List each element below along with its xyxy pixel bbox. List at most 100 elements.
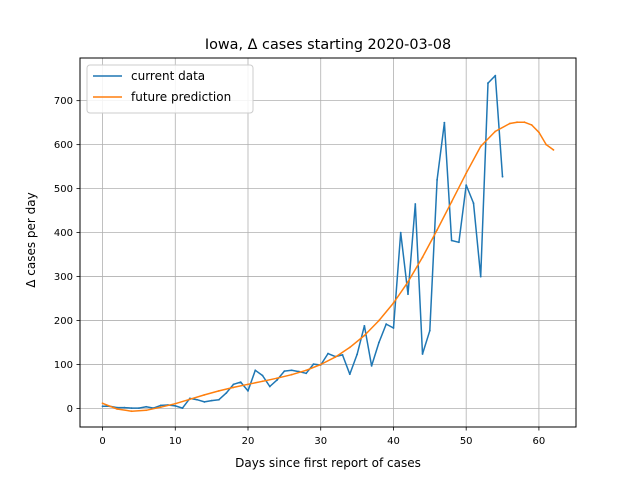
data-point xyxy=(436,229,438,231)
data-point xyxy=(203,393,206,396)
y-tick-label: 500 xyxy=(54,184,73,195)
x-tick-label: 20 xyxy=(242,436,255,447)
legend-label-0: current data xyxy=(131,69,205,83)
y-axis-label: Δ cases per day xyxy=(24,192,38,288)
x-tick-label: 10 xyxy=(169,436,182,447)
data-point xyxy=(523,121,526,124)
data-point xyxy=(385,323,388,325)
data-point xyxy=(254,369,257,372)
data-point xyxy=(407,280,409,283)
data-point xyxy=(145,409,148,412)
x-tick-label: 0 xyxy=(99,436,105,447)
y-tick-label: 200 xyxy=(54,316,73,327)
data-point xyxy=(341,353,344,356)
x-tick-label: 60 xyxy=(533,436,546,447)
data-point xyxy=(407,293,409,296)
legend: current data future prediction xyxy=(86,64,254,114)
data-point xyxy=(261,374,264,377)
data-point xyxy=(348,346,351,349)
data-point xyxy=(421,353,424,355)
data-point xyxy=(450,200,453,203)
data-point xyxy=(494,74,497,77)
data-point xyxy=(138,407,140,409)
data-point xyxy=(479,275,482,278)
data-point xyxy=(334,356,337,358)
data-point xyxy=(501,175,504,178)
data-point xyxy=(196,398,198,401)
axes-frame xyxy=(79,57,577,428)
data-point xyxy=(116,408,118,410)
grid-lines xyxy=(80,58,576,427)
data-point xyxy=(268,385,271,388)
x-tick-label: 50 xyxy=(460,436,473,447)
data-point xyxy=(421,256,424,259)
legend-label-1: future prediction xyxy=(131,90,231,104)
data-point xyxy=(159,406,162,409)
x-tick-label: 40 xyxy=(387,436,400,447)
plot-area xyxy=(101,74,555,413)
data-point xyxy=(450,239,453,242)
data-point xyxy=(327,352,329,355)
data-point xyxy=(130,407,133,409)
data-point xyxy=(232,386,235,389)
data-point xyxy=(363,334,366,337)
data-point xyxy=(472,202,475,205)
data-point xyxy=(130,410,133,413)
data-point xyxy=(305,372,308,375)
data-point xyxy=(348,373,351,376)
y-tick-label: 600 xyxy=(54,140,73,151)
data-point xyxy=(247,383,249,386)
data-point xyxy=(370,364,373,367)
data-point xyxy=(428,329,431,332)
data-point xyxy=(123,406,126,409)
data-point xyxy=(552,149,555,151)
y-axis: 0 100 200 300 400 500 600 700 xyxy=(54,96,80,415)
data-point xyxy=(290,369,293,372)
chart-title: Iowa, Δ cases starting 2020-03-08 xyxy=(205,37,451,53)
data-point xyxy=(188,398,191,401)
data-point xyxy=(174,404,177,407)
data-point xyxy=(545,143,548,146)
data-point xyxy=(312,363,315,366)
data-point xyxy=(101,405,104,408)
y-tick-label: 700 xyxy=(54,96,73,107)
data-point xyxy=(218,390,220,392)
data-point xyxy=(516,121,518,124)
data-point xyxy=(276,379,278,381)
data-point xyxy=(319,363,322,366)
data-point xyxy=(145,405,148,408)
legend-box xyxy=(86,64,254,114)
data-point xyxy=(363,324,366,327)
data-point xyxy=(443,121,446,124)
data-point xyxy=(356,353,358,356)
data-point xyxy=(538,131,540,134)
y-tick-label: 100 xyxy=(54,360,73,371)
y-tick-label: 0 xyxy=(67,404,73,415)
data-point xyxy=(378,341,380,344)
data-point xyxy=(305,369,308,372)
data-point xyxy=(414,203,417,205)
data-point xyxy=(225,392,228,395)
data-point xyxy=(210,399,213,402)
data-point xyxy=(465,172,468,175)
data-point xyxy=(261,380,264,383)
data-point xyxy=(465,184,468,187)
data-point xyxy=(290,373,293,376)
data-point xyxy=(159,404,162,407)
data-point xyxy=(174,402,177,405)
data-point xyxy=(458,241,460,244)
data-point xyxy=(218,398,220,401)
data-point xyxy=(436,178,438,181)
data-point xyxy=(487,82,489,84)
y-tick-label: 300 xyxy=(54,272,73,283)
x-axis-label: Days since first report of cases xyxy=(235,456,421,470)
data-point xyxy=(203,401,206,403)
data-point xyxy=(232,383,235,386)
data-point xyxy=(399,231,402,234)
x-tick-label: 30 xyxy=(314,436,327,447)
data-point xyxy=(276,377,278,380)
data-point xyxy=(101,402,104,405)
data-point xyxy=(247,390,249,392)
data-point xyxy=(508,122,511,125)
